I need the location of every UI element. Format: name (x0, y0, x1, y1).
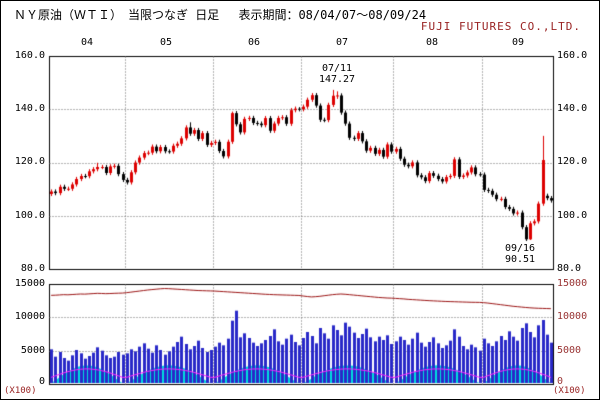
price-tick-right-100: 100.0 (557, 210, 588, 221)
volume-unit-left: (X100) (4, 386, 37, 396)
volume-tick-left-15000: 15000 (14, 278, 45, 289)
price-tick-right-140: 140.0 (557, 103, 588, 114)
annotation-peak-value: 147.27 (318, 74, 356, 85)
annotation-peak-date: 07/11 (321, 63, 353, 74)
month-label-09: 09 (511, 37, 525, 48)
volume-tick-right-5000: 5000 (557, 345, 582, 356)
volume-tick-right-15000: 15000 (557, 278, 588, 289)
month-label-04: 04 (80, 37, 94, 48)
annotation-low-value: 90.51 (504, 254, 536, 265)
volume-tick-right-10000: 10000 (557, 311, 588, 322)
annotation-peak: 07/11 147.27 (313, 63, 361, 85)
price-tick-right-80: 80.0 (557, 263, 582, 274)
price-tick-right-160: 160.0 (557, 50, 588, 61)
price-tick-left-80: 80.0 (20, 263, 45, 274)
volume-tick-left-0: 0 (38, 376, 45, 387)
month-label-08: 08 (425, 37, 439, 48)
volume-unit-right: (X100) (553, 386, 586, 396)
company-name: FUJI FUTURES CO.,LTD. (420, 20, 581, 33)
month-label-06: 06 (247, 37, 261, 48)
month-label-07: 07 (335, 37, 349, 48)
page-title: ＮＹ原油（ＷＴＩ） 当限つなぎ 日足 表示期間：08/04/07～08/09/2… (14, 8, 427, 22)
price-tick-left-120: 120.0 (14, 156, 45, 167)
annotation-low-date: 09/16 (504, 243, 536, 254)
month-label-05: 05 (159, 37, 173, 48)
volume-tick-left-5000: 5000 (20, 345, 45, 356)
annotation-low: 09/16 90.51 (497, 243, 543, 265)
volume-tick-left-10000: 10000 (14, 311, 45, 322)
price-tick-left-100: 100.0 (14, 210, 45, 221)
price-tick-left-140: 140.0 (14, 103, 45, 114)
price-tick-left-160: 160.0 (14, 50, 45, 61)
price-tick-right-120: 120.0 (557, 156, 588, 167)
volume-tick-right-0: 0 (557, 376, 564, 387)
